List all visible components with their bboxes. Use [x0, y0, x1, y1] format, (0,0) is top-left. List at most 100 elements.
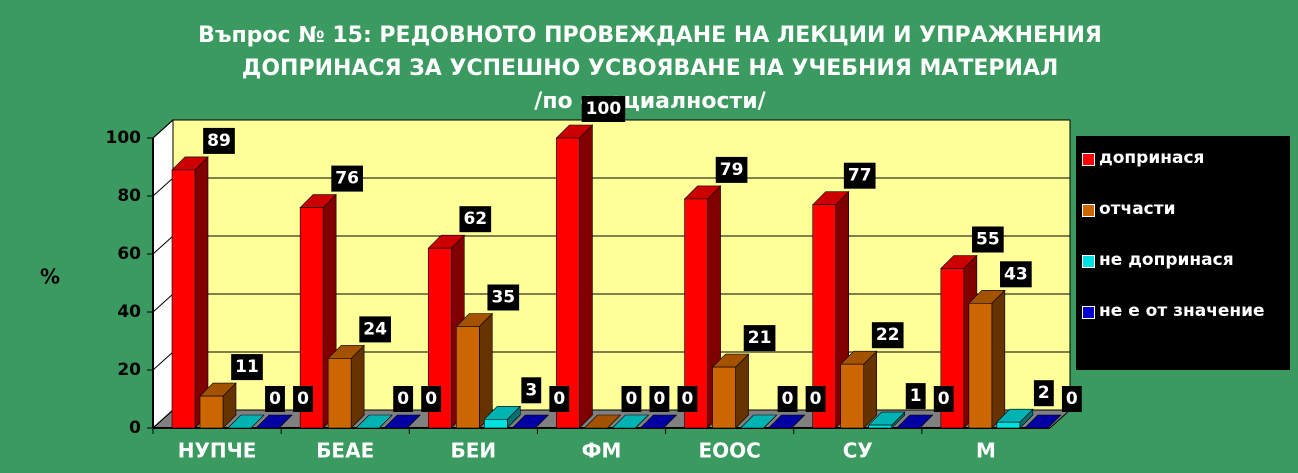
- bar: [611, 414, 650, 429]
- grid-line: [152, 293, 174, 313]
- legend-label: не допринася: [1099, 250, 1234, 270]
- data-label: 0: [682, 389, 694, 409]
- bar: [867, 411, 906, 429]
- x-tick-label: СУ: [843, 439, 873, 463]
- data-label: 0: [269, 389, 281, 409]
- data-label-box: [677, 386, 698, 412]
- data-label-box: [459, 206, 492, 233]
- bar: [483, 405, 522, 429]
- bar-top: [583, 414, 622, 429]
- data-label-box: [933, 386, 954, 412]
- legend-item: не е от значение: [1082, 301, 1284, 322]
- data-label: 2: [1038, 383, 1050, 403]
- data-label: 0: [810, 389, 822, 409]
- legend-swatch: [1082, 255, 1095, 268]
- data-label-group: 1: [905, 383, 926, 410]
- data-label: 0: [654, 389, 666, 409]
- chart-title: /по специалности/: [534, 89, 766, 114]
- grid-line: [152, 119, 174, 139]
- data-label-group: 43: [1000, 261, 1032, 288]
- bar-top: [355, 414, 393, 429]
- bar-top: [1024, 414, 1062, 429]
- bar: [555, 124, 594, 429]
- data-label-box: [487, 284, 520, 311]
- data-label-group: 21: [743, 325, 776, 352]
- y-tick-label: 20: [117, 360, 141, 380]
- data-label: 43: [1004, 264, 1028, 284]
- data-label: 0: [425, 389, 437, 409]
- data-label-box: [743, 325, 776, 352]
- bar-front: [427, 247, 452, 429]
- data-label-group: 77: [843, 162, 876, 189]
- bar: [327, 344, 365, 429]
- bar-top: [895, 414, 934, 429]
- data-label-box: [871, 322, 904, 349]
- bar-front: [968, 302, 993, 429]
- data-label: 11: [235, 357, 259, 377]
- bar: [255, 414, 293, 429]
- data-label-box: [1033, 380, 1054, 407]
- legend-label: отчасти: [1099, 199, 1176, 219]
- bar-side: [194, 156, 209, 429]
- bar-top: [383, 414, 421, 429]
- bar-front: [812, 204, 837, 429]
- data-label-box: [805, 386, 826, 412]
- grid-line: [152, 351, 174, 371]
- chart-title: ДОПРИНАСЯ ЗА УСПЕШНО УСВОЯВАНЕ НА УЧЕБНИ…: [242, 56, 1059, 81]
- data-label-box: [421, 386, 442, 412]
- legend: допринася отчасти не допринася не е от знач…: [1076, 136, 1290, 370]
- data-label-box: [1061, 386, 1082, 412]
- data-label-box: [905, 383, 926, 410]
- bar-side: [350, 344, 365, 429]
- bar: [895, 414, 934, 429]
- bar: [839, 350, 878, 429]
- bar: [968, 289, 1006, 429]
- bar: [355, 414, 393, 429]
- data-label: 77: [848, 166, 872, 186]
- data-label: 0: [297, 389, 309, 409]
- data-label-box: [715, 156, 748, 183]
- bar: [511, 414, 550, 429]
- data-label-group: 24: [359, 316, 391, 343]
- data-label: 0: [553, 389, 565, 409]
- bar-front: [996, 421, 1021, 429]
- data-label-group: 0: [421, 386, 442, 412]
- bar: [583, 414, 622, 429]
- data-label: 62: [463, 209, 487, 229]
- data-label-group: 0: [293, 386, 313, 412]
- data-label-group: 0: [393, 386, 414, 412]
- y-tick-label: 60: [117, 244, 141, 264]
- bar-front: [171, 169, 196, 429]
- bar-top: [227, 414, 265, 429]
- side-wall: [152, 118, 174, 430]
- x-tick-label: НУПЧЕ: [178, 439, 257, 463]
- bar-side: [478, 312, 493, 429]
- bar: [171, 156, 209, 429]
- bar: [711, 353, 750, 429]
- data-label-group: 0: [933, 386, 954, 412]
- legend-swatch: [1082, 204, 1095, 217]
- data-label-group: 76: [331, 165, 363, 192]
- legend-swatch: [1082, 153, 1095, 166]
- data-label: 0: [938, 389, 950, 409]
- bar-front: [684, 198, 708, 429]
- bar-top: [767, 414, 806, 429]
- data-label-box: [265, 386, 285, 412]
- data-label-group: 100: [581, 96, 626, 122]
- y-tick-label: 100: [106, 128, 142, 148]
- data-label-group: 22: [871, 322, 904, 349]
- data-label-group: 0: [1061, 386, 1082, 412]
- data-label: 100: [586, 99, 622, 119]
- data-label-box: [521, 377, 542, 404]
- data-label: 24: [363, 319, 387, 339]
- x-tick-label: БЕАЕ: [316, 439, 374, 463]
- bar-front: [556, 137, 580, 429]
- y-tick-label: 80: [117, 186, 141, 206]
- bar-front: [840, 363, 865, 429]
- data-label-box: [621, 386, 642, 412]
- data-label-box: [231, 354, 263, 381]
- data-label-box: [203, 127, 235, 154]
- data-label-group: 11: [231, 354, 263, 381]
